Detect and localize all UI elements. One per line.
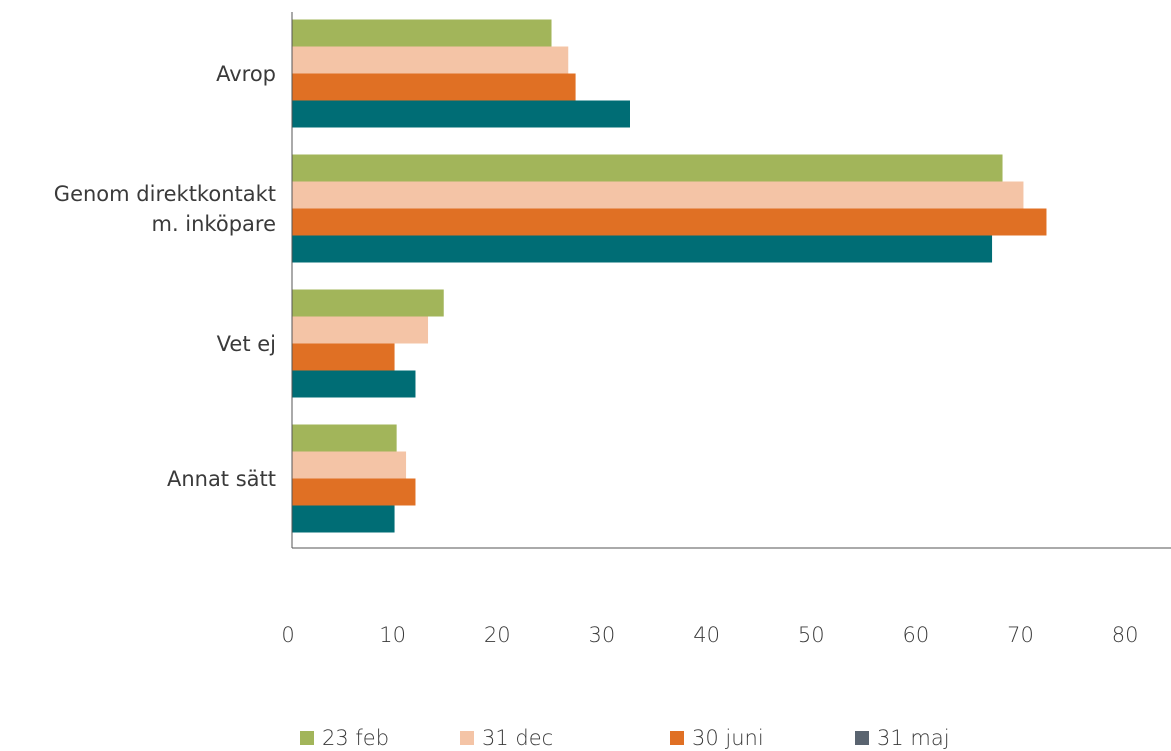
category-label: Genom direktkontakt m. inköpare (53, 181, 276, 236)
bar (292, 505, 395, 533)
x-tick-label: 0 (281, 623, 294, 647)
bar (292, 478, 416, 506)
bar (292, 316, 429, 344)
legend-label: 31 dec (482, 726, 553, 750)
x-tick-label: 40 (693, 623, 720, 647)
x-tick-label: 50 (798, 623, 825, 647)
bar (292, 343, 395, 371)
legend-label: 30 juni (692, 726, 764, 750)
category-label: Avrop (216, 61, 276, 86)
legend-marker (670, 731, 684, 745)
bar (292, 181, 1024, 209)
bar (292, 289, 444, 317)
bar (292, 73, 576, 101)
legend-label: 31 maj (877, 726, 950, 750)
bar (292, 19, 552, 47)
legend-marker (855, 731, 869, 745)
legend-label: 23 feb (322, 726, 389, 750)
bar (292, 208, 1047, 236)
x-tick-label: 10 (379, 623, 406, 647)
x-tick-label: 70 (1007, 623, 1034, 647)
category-label: Vet ej (216, 331, 276, 356)
bar (292, 424, 397, 452)
bar (292, 235, 993, 263)
x-tick-label: 20 (484, 623, 511, 647)
bar (292, 46, 569, 74)
bar (292, 154, 1003, 182)
x-tick-label: 30 (589, 623, 616, 647)
category-label: Annat sätt (166, 466, 276, 491)
x-tick-label: 60 (902, 623, 929, 647)
bar (292, 451, 407, 479)
legend-marker (300, 731, 314, 745)
bar (292, 100, 630, 128)
legend-marker (460, 731, 474, 745)
x-tick-label: 80 (1112, 623, 1139, 647)
bar (292, 370, 416, 398)
